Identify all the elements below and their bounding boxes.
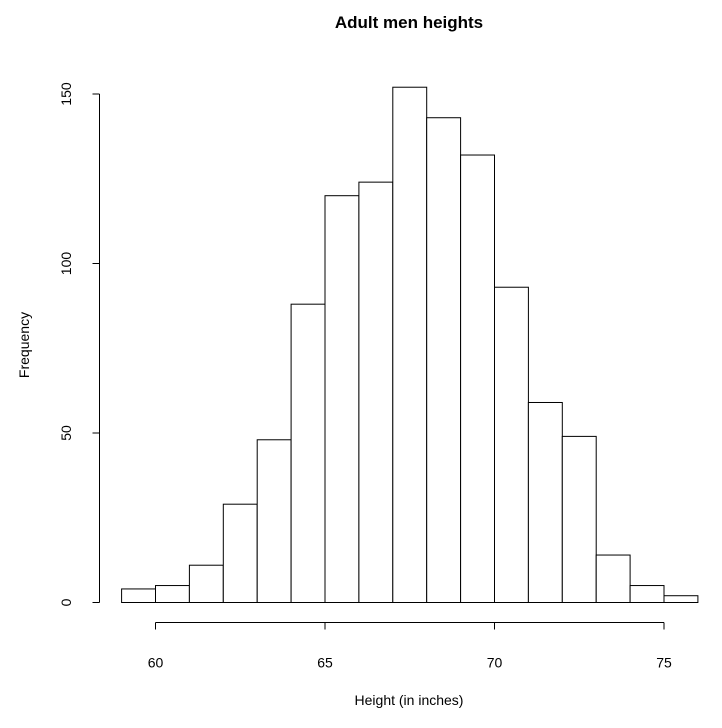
y-tick-label-50: 50 [58, 425, 74, 441]
histogram-bar-61-62 [188, 564, 224, 604]
histogram-bar-59-60 [121, 588, 156, 604]
y-tick-label-0: 0 [58, 598, 74, 606]
y-tick-label-150: 150 [58, 82, 74, 106]
histogram-bar-64-65 [290, 303, 326, 603]
y-axis-label: Frequency [16, 312, 32, 378]
x-tick-label-75: 75 [656, 655, 672, 671]
histogram-bar-73-74 [595, 554, 631, 603]
histogram-bar-60-61 [155, 585, 190, 603]
histogram-bar-62-63 [222, 503, 258, 603]
y-tick-label-100: 100 [58, 252, 74, 276]
histogram-bar-74-75 [629, 585, 665, 603]
histogram-bar-67-68 [392, 86, 428, 604]
histogram-bar-72-73 [561, 435, 597, 604]
histogram-bar-66-67 [358, 181, 394, 603]
histogram-bar-70-71 [494, 286, 529, 603]
x-tick-label-60: 60 [148, 655, 164, 671]
histogram-bar-71-72 [527, 401, 563, 603]
y-axis: 0 50 100 150 [58, 82, 100, 606]
histogram-bar-63-64 [256, 439, 292, 603]
histogram-bar-68-69 [426, 117, 462, 603]
x-axis-label: Height (in inches) [355, 692, 464, 708]
x-tick-label-65: 65 [317, 655, 333, 671]
histogram-bar-75-76 [663, 595, 699, 603]
x-tick-label-70: 70 [487, 655, 503, 671]
histogram-bar-65-66 [324, 195, 360, 603]
x-axis: 60 65 70 75 [148, 622, 672, 671]
chart-title: Adult men heights [335, 13, 483, 32]
histogram-bar-69-70 [460, 154, 496, 604]
bars-group [121, 86, 699, 604]
